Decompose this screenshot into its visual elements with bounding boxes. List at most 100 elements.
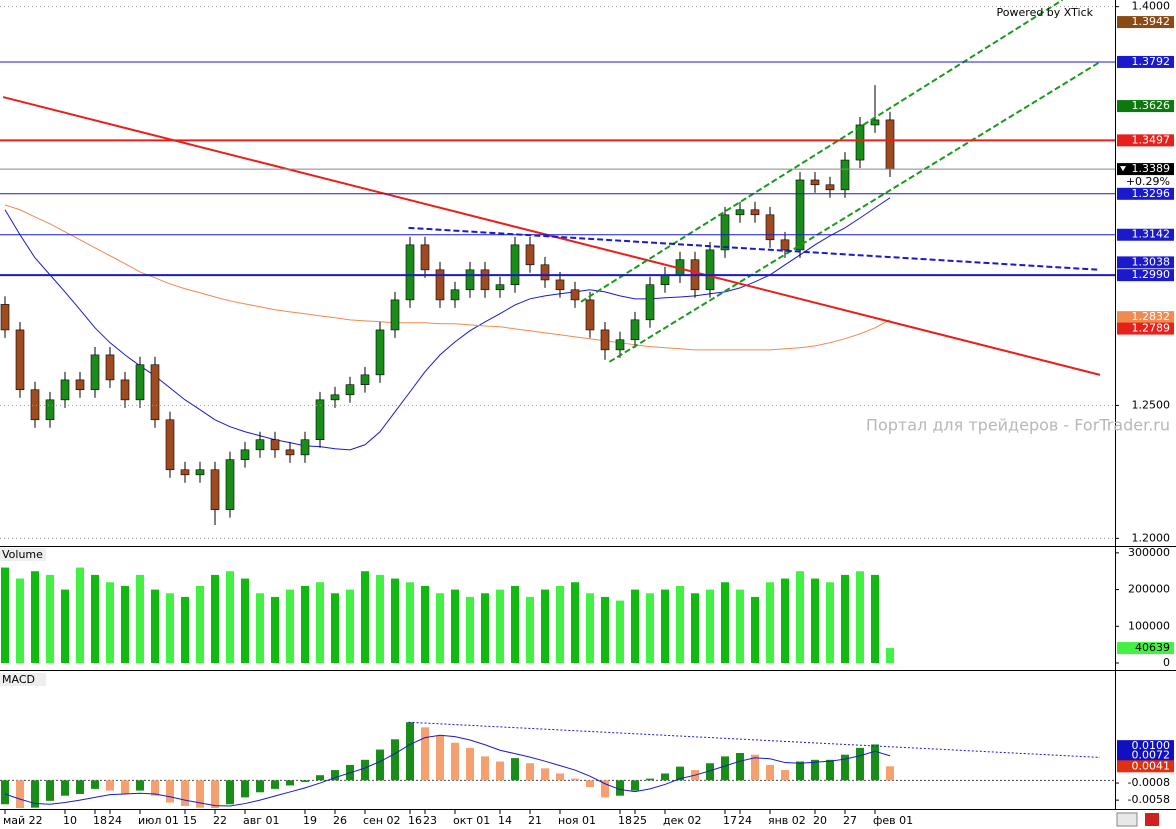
- candle-body: [180, 469, 190, 476]
- volume-bar: [721, 582, 729, 664]
- volume-bar: [16, 578, 24, 664]
- macd-bar: [646, 778, 654, 781]
- macd-bar: [601, 780, 609, 798]
- signal-line: [4, 734, 891, 807]
- level-box: [1117, 55, 1174, 68]
- macd-bar: [631, 780, 639, 791]
- panel-title: MACD: [2, 673, 35, 686]
- volume-bar: [496, 589, 504, 664]
- macd-bar: [676, 766, 684, 781]
- volume-bar: [436, 593, 444, 664]
- volume-bar: [241, 578, 249, 664]
- x-tick-label: 23: [423, 814, 437, 827]
- candle-body: [495, 284, 505, 291]
- y-tick-label: 300000: [1128, 546, 1170, 559]
- x-tick-label: 27: [843, 814, 857, 827]
- trend-line: [608, 61, 1101, 363]
- macd-bar: [256, 780, 264, 793]
- candle-body: [735, 209, 745, 216]
- candle-body: [855, 124, 865, 161]
- current-arrow: [1120, 166, 1126, 172]
- candle-body: [255, 439, 265, 451]
- x-tick-label: 15: [183, 814, 197, 827]
- volume-bar: [706, 589, 714, 664]
- candle-body: [630, 319, 640, 341]
- candle-body: [150, 364, 160, 421]
- macd-bar: [541, 768, 549, 781]
- candle-body: [120, 379, 130, 401]
- x-tick-label: июл 01: [138, 814, 179, 827]
- macd-bar: [616, 780, 624, 796]
- volume-bar: [556, 585, 564, 664]
- macd-bar: [301, 780, 309, 783]
- candle-body: [885, 119, 895, 170]
- volume-bar: [796, 571, 804, 664]
- x-tick-label: 24: [108, 814, 122, 827]
- candle-body: [315, 399, 325, 441]
- x-tick-label: 25: [633, 814, 647, 827]
- candle-body: [780, 239, 790, 251]
- volume-bar: [886, 648, 894, 664]
- volume-plot: [1, 567, 894, 664]
- macd-bar: [61, 780, 69, 796]
- volume-bar: [871, 574, 879, 664]
- candle-body: [0, 304, 10, 331]
- level-label: 1.2990: [1132, 268, 1171, 281]
- moving-average: [4, 204, 891, 351]
- macd-bar: [556, 773, 564, 781]
- x-tick-label: ноя 01: [558, 814, 596, 827]
- volume-bar: [676, 585, 684, 664]
- level-box: [1117, 269, 1174, 282]
- candle-body: [600, 329, 610, 351]
- candle-body: [750, 209, 760, 216]
- level-label: 0.0072: [1132, 749, 1171, 762]
- candle-body: [450, 289, 460, 301]
- macd-bar: [181, 780, 189, 806]
- level-label: 0.0100: [1132, 739, 1171, 752]
- credit: Powered by XTick: [997, 6, 1094, 19]
- level-box: [1117, 187, 1174, 200]
- scroll-button[interactable]: [1116, 812, 1138, 827]
- macd-bar: [571, 778, 579, 781]
- candle-body: [210, 469, 220, 510]
- candle-body: [540, 264, 550, 281]
- volume-bar: [811, 578, 819, 664]
- volume-bar: [1, 567, 9, 664]
- x-tick-label: 24: [738, 814, 752, 827]
- macd-bar: [76, 780, 84, 794]
- candle-body: [645, 284, 655, 321]
- macd-bar: [226, 780, 234, 805]
- volume-bar: [766, 582, 774, 664]
- level-box: [1117, 749, 1174, 762]
- candle-body: [90, 354, 100, 391]
- volume-bar: [751, 596, 759, 664]
- level-box: [1117, 228, 1174, 241]
- x-tick-label: май 22: [3, 814, 43, 827]
- panel-title: Volume: [2, 548, 43, 561]
- volume-bar: [151, 589, 159, 664]
- candle-body: [105, 354, 115, 381]
- watermark: Портал для трейдеров - ForTrader.ru: [866, 416, 1170, 435]
- macd-bar: [841, 754, 849, 781]
- x-tick-label: авг 01: [243, 814, 280, 827]
- candle-body: [405, 244, 415, 301]
- change-label: +0.29%: [1126, 175, 1170, 188]
- macd-bar: [781, 770, 789, 781]
- candle-body: [345, 384, 355, 396]
- macd-bar: [511, 758, 519, 781]
- macd-plot: [0, 721, 1115, 808]
- macd-bar: [46, 780, 54, 801]
- x-tick-label: 18: [93, 814, 107, 827]
- volume-bar: [331, 593, 339, 664]
- volume-bar: [586, 593, 594, 664]
- volume-bar: [376, 574, 384, 664]
- last-value-box: [1117, 642, 1174, 655]
- trend-line: [2, 96, 1101, 376]
- candle-body: [660, 274, 670, 286]
- close-button[interactable]: [1145, 813, 1159, 826]
- candle-body: [870, 119, 880, 126]
- macd-bar: [16, 780, 24, 808]
- x-tick-label: 14: [498, 814, 512, 827]
- volume-bar: [271, 596, 279, 664]
